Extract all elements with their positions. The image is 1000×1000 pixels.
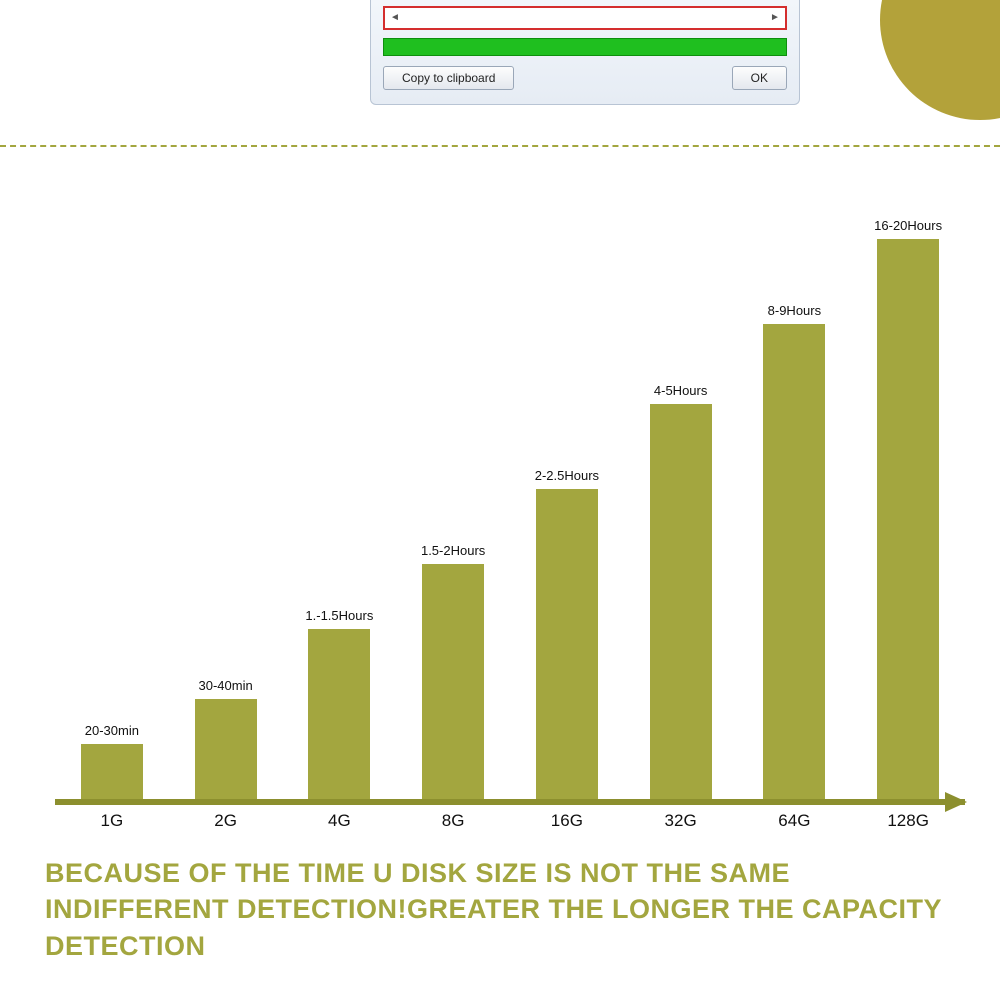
corner-circle-decoration: [880, 0, 1000, 120]
x-label: 1G: [77, 811, 147, 831]
capacity-time-chart: 20-30min 30-40min 1.-1.5Hours 1.5-2Hours 2-2…: [55, 195, 965, 805]
x-label: 4G: [304, 811, 374, 831]
bar-value-label: 30-40min: [199, 678, 253, 693]
bar-2G: 30-40min: [191, 678, 261, 799]
progress-bar: [383, 38, 787, 56]
bar-128G: 16-20Hours: [873, 218, 943, 799]
x-axis-arrow-icon: [945, 792, 967, 812]
ok-button[interactable]: OK: [732, 66, 787, 90]
bar-value-label: 8-9Hours: [768, 303, 821, 318]
x-label: 64G: [759, 811, 829, 831]
bar-rect: [877, 239, 939, 799]
x-label: 8G: [418, 811, 488, 831]
dialog-button-row: Copy to clipboard OK: [383, 66, 787, 90]
bar-rect: [81, 744, 143, 799]
x-label: 16G: [532, 811, 602, 831]
bar-rect: [536, 489, 598, 799]
dialog-window: ◄ ► Copy to clipboard OK: [370, 0, 800, 105]
bar-1G: 20-30min: [77, 723, 147, 799]
x-label: 32G: [646, 811, 716, 831]
section-divider: [0, 145, 1000, 147]
x-axis: [55, 799, 965, 805]
bar-rect: [195, 699, 257, 799]
bar-16G: 2-2.5Hours: [532, 468, 602, 799]
scroll-area: ◄ ►: [383, 6, 787, 30]
bar-value-label: 4-5Hours: [654, 383, 707, 398]
bar-rect: [422, 564, 484, 799]
bar-rect: [763, 324, 825, 799]
bar-4G: 1.-1.5Hours: [304, 608, 374, 799]
bar-value-label: 2-2.5Hours: [535, 468, 599, 483]
scroll-right-icon[interactable]: ►: [767, 10, 783, 26]
bar-32G: 4-5Hours: [646, 383, 716, 799]
bar-rect: [308, 629, 370, 799]
x-label: 128G: [873, 811, 943, 831]
bar-value-label: 1.5-2Hours: [421, 543, 485, 558]
bar-value-label: 16-20Hours: [874, 218, 942, 233]
bar-8G: 1.5-2Hours: [418, 543, 488, 799]
bar-value-label: 1.-1.5Hours: [305, 608, 373, 623]
bar-value-label: 20-30min: [85, 723, 139, 738]
bar-64G: 8-9Hours: [759, 303, 829, 799]
scroll-left-icon[interactable]: ◄: [387, 10, 403, 26]
caption-text: BECAUSE OF THE TIME U DISK SIZE IS NOT T…: [45, 855, 955, 964]
x-labels: 1G 2G 4G 8G 16G 32G 64G 128G: [55, 811, 965, 831]
x-label: 2G: [191, 811, 261, 831]
bar-rect: [650, 404, 712, 799]
copy-button[interactable]: Copy to clipboard: [383, 66, 514, 90]
bars-container: 20-30min 30-40min 1.-1.5Hours 1.5-2Hours 2-2…: [55, 199, 965, 799]
